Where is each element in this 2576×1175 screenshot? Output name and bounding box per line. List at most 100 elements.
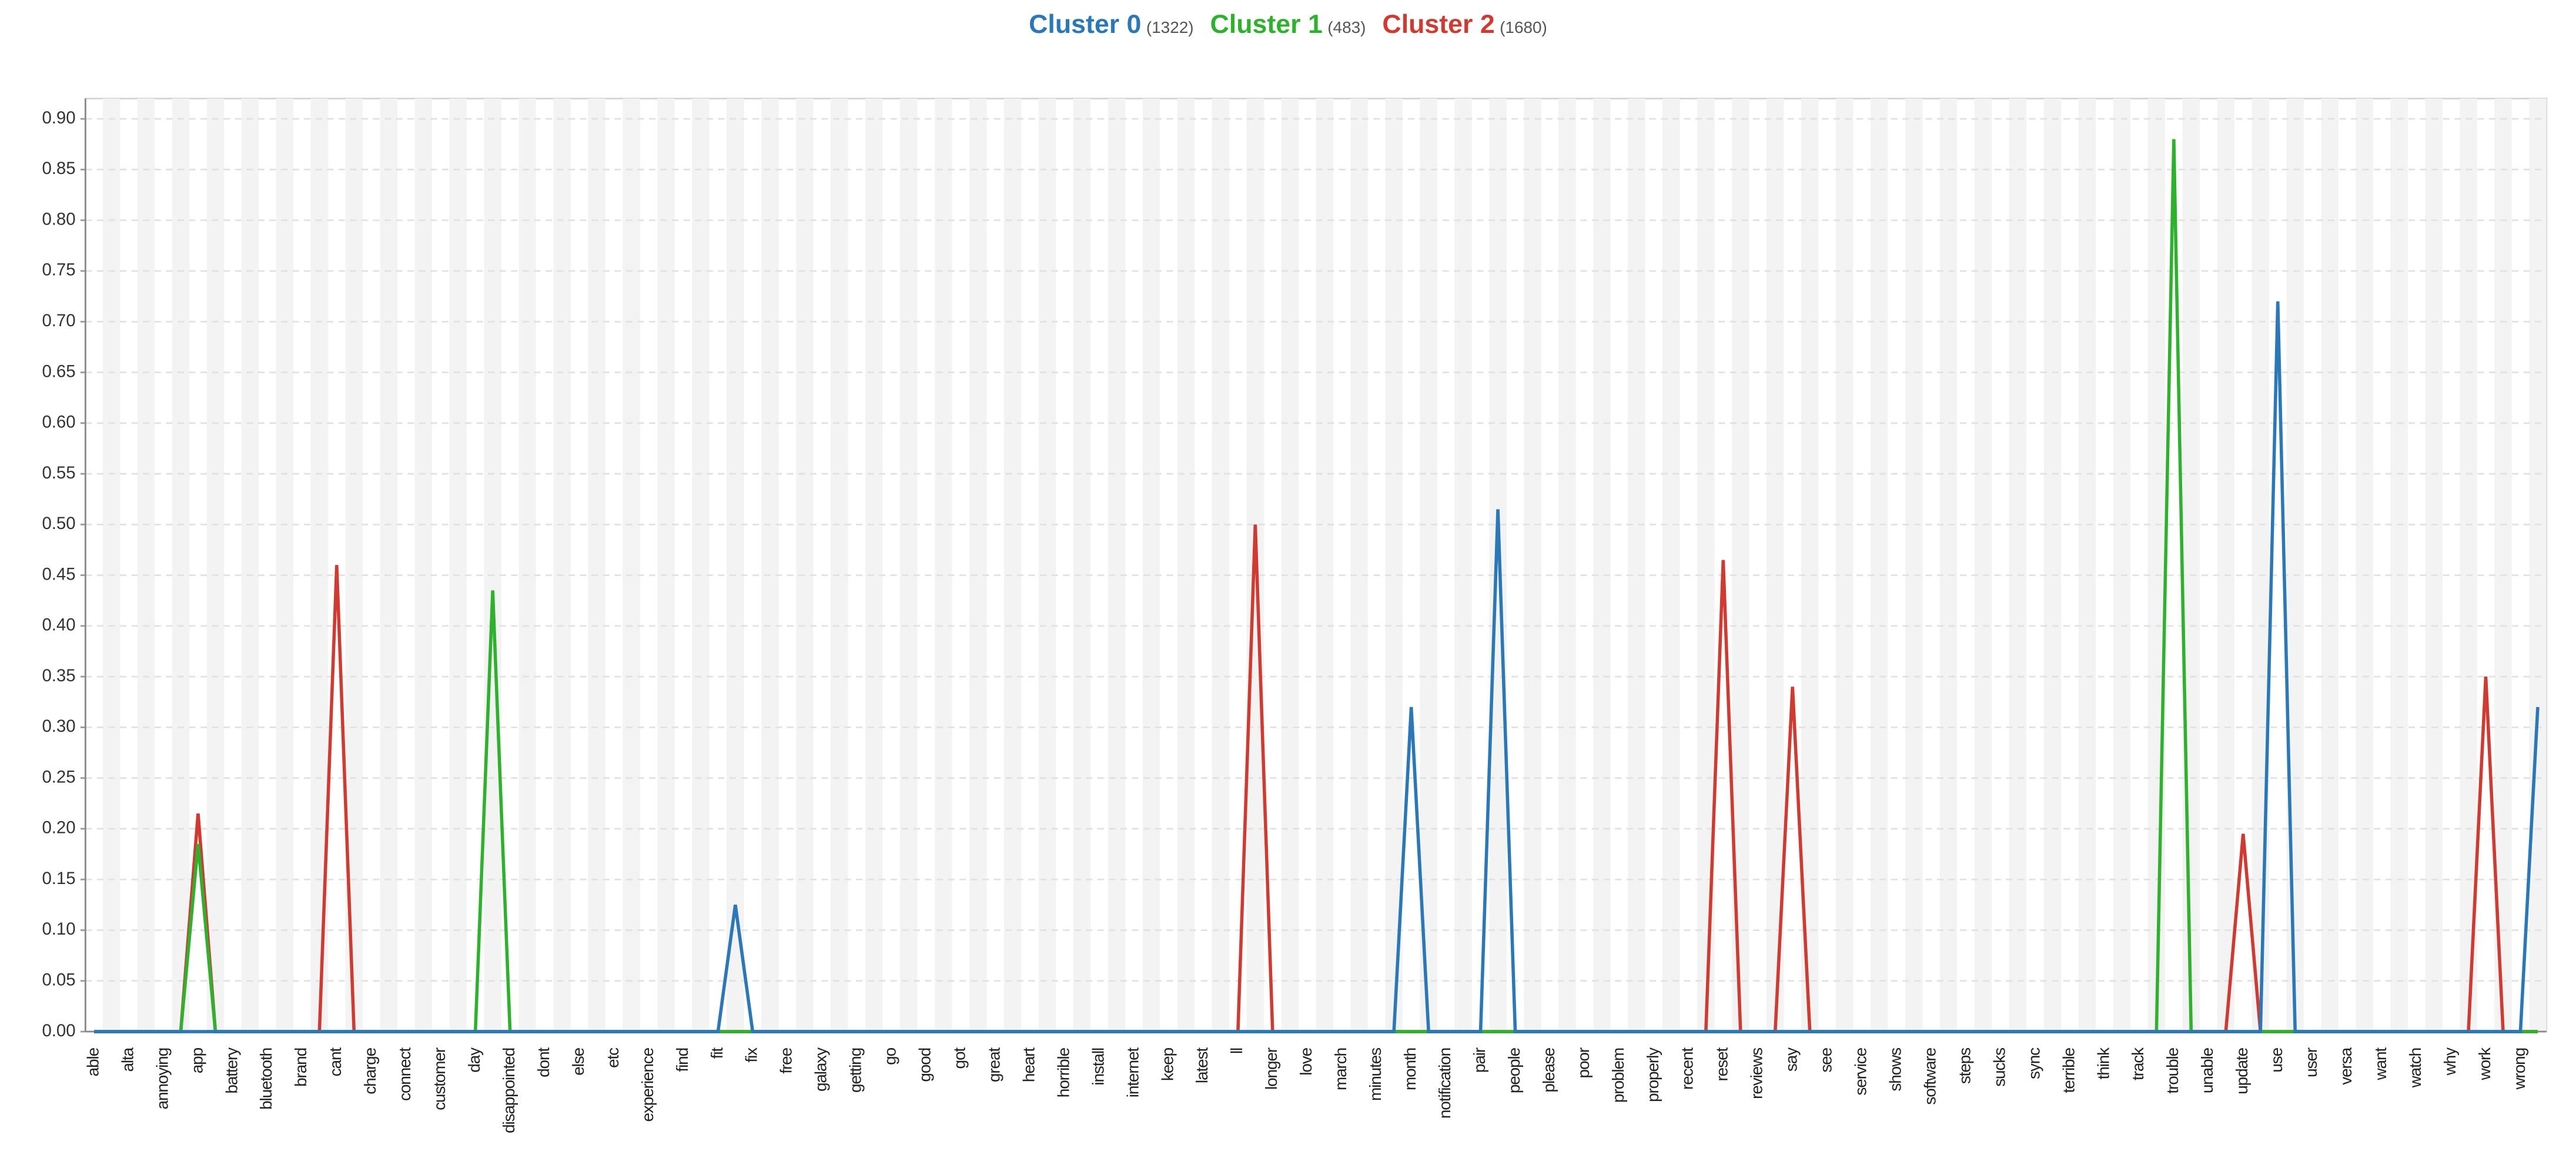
stripe: [380, 98, 397, 1032]
y-tick-label: 0.65: [42, 361, 75, 381]
stripe: [1767, 98, 1784, 1032]
stripe: [831, 98, 848, 1032]
x-tick-label: dont: [534, 1047, 553, 1077]
stripe: [1489, 98, 1507, 1032]
stripe: [1662, 98, 1680, 1032]
stripe: [1835, 98, 1854, 1032]
stripe: [2286, 98, 2304, 1032]
x-tick-label: sync: [2025, 1047, 2043, 1079]
x-tick-label: disappointed: [500, 1048, 518, 1133]
x-tick-label: internet: [1123, 1047, 1142, 1098]
y-tick-label: 0.90: [42, 108, 75, 128]
legend-name[interactable]: Cluster 2: [1382, 10, 1494, 39]
x-tick-label: good: [916, 1048, 934, 1082]
stripe: [1142, 98, 1160, 1032]
x-tick-label: service: [1852, 1047, 1870, 1095]
x-tick-label: got: [951, 1047, 969, 1069]
stripes: [102, 98, 2547, 1032]
stripe: [1038, 98, 1056, 1032]
x-tick-label: connect: [396, 1047, 414, 1101]
stripe: [2182, 98, 2200, 1032]
y-tick-label: 0.55: [42, 463, 75, 483]
x-tick-label: reset: [1713, 1047, 1731, 1082]
stripe: [2252, 98, 2269, 1032]
x-tick-label: galaxy: [812, 1047, 830, 1092]
stripe: [553, 98, 571, 1032]
y-tick-label: 0.75: [42, 260, 75, 280]
x-tick-label: versa: [2337, 1047, 2355, 1084]
x-tick-label: annoying: [153, 1048, 171, 1109]
stripe: [2147, 98, 2166, 1032]
x-tick-label: software: [1921, 1047, 1939, 1104]
stripe: [934, 98, 952, 1032]
legend-name[interactable]: Cluster 1: [1210, 10, 1323, 39]
x-tick-label: go: [881, 1047, 899, 1064]
x-tick-label: getting: [847, 1048, 865, 1093]
x-tick-label: work: [2475, 1047, 2494, 1081]
x-tick-label: bluetooth: [257, 1048, 275, 1110]
stripe: [1801, 98, 1819, 1032]
y-tick-label: 0.50: [42, 514, 75, 533]
stripe: [2043, 98, 2062, 1032]
x-tick-label: fix: [742, 1047, 761, 1063]
stripe: [1454, 98, 1472, 1032]
stripe: [865, 98, 883, 1032]
y-tick-label: 0.25: [42, 767, 75, 786]
x-tick-label: people: [1505, 1047, 1523, 1093]
stripe: [1316, 98, 1333, 1032]
stripe: [241, 98, 259, 1032]
x-tick-label: great: [985, 1047, 1003, 1082]
stripe: [1905, 98, 1923, 1032]
x-tick-label: longer: [1262, 1047, 1280, 1090]
stripe: [1939, 98, 1958, 1032]
stripe: [796, 98, 814, 1032]
y-tick-label: 0.60: [42, 413, 75, 432]
x-tick-label: free: [777, 1047, 795, 1073]
stripe: [2425, 98, 2443, 1032]
lines: [94, 139, 2540, 1033]
legend-name[interactable]: Cluster 0: [1029, 10, 1141, 39]
x-tick-label: march: [1332, 1048, 1350, 1090]
x-tick-label: pair: [1470, 1047, 1488, 1073]
y-tick-label: 0.30: [42, 717, 75, 736]
y-tick-label: 0.05: [42, 970, 75, 990]
stripe: [137, 98, 155, 1032]
x-tick-label: brand: [292, 1048, 310, 1087]
stripe: [1385, 98, 1403, 1032]
stripe: [2217, 98, 2235, 1032]
x-tick-label: horrible: [1054, 1047, 1072, 1097]
x-tick-label: etc: [604, 1047, 622, 1068]
stripe: [657, 98, 675, 1032]
stripe: [2078, 98, 2096, 1032]
stripe: [588, 98, 605, 1032]
legend-count: (1322): [1146, 18, 1194, 36]
y-tick-label: 0.10: [42, 919, 75, 939]
legend-count: (1680): [1500, 18, 1547, 36]
stripe: [1350, 98, 1368, 1032]
x-tick-label: properly: [1644, 1047, 1662, 1102]
x-tick-label: install: [1089, 1048, 1107, 1086]
x-tick-label: heart: [1019, 1047, 1038, 1082]
x-tick-label: love: [1297, 1047, 1315, 1075]
x-tick-label: alta: [118, 1047, 136, 1072]
stripe: [1108, 98, 1126, 1032]
stripe: [1212, 98, 1230, 1032]
x-tick-label: battery: [222, 1047, 240, 1094]
x-tick-label: notification: [1436, 1048, 1454, 1119]
y-tick-label: 0.15: [42, 869, 75, 888]
x-tick-label: minutes: [1366, 1048, 1384, 1101]
stripe: [172, 98, 190, 1032]
stripe: [206, 98, 225, 1032]
x-tick-label: unable: [2198, 1047, 2216, 1093]
legend: Cluster 0 (1322) Cluster 1 (483) Cluster 2 (1…: [1029, 10, 1547, 39]
x-tick-label: able: [83, 1047, 102, 1076]
stripe: [761, 98, 779, 1032]
stripe: [1073, 98, 1091, 1032]
x-tick-label: sucks: [1990, 1048, 2008, 1087]
x-tick-label: user: [2302, 1047, 2320, 1077]
stripe: [2494, 98, 2512, 1032]
stripe: [1974, 98, 1992, 1032]
stripe: [449, 98, 467, 1032]
x-tick-label: experience: [638, 1047, 657, 1122]
